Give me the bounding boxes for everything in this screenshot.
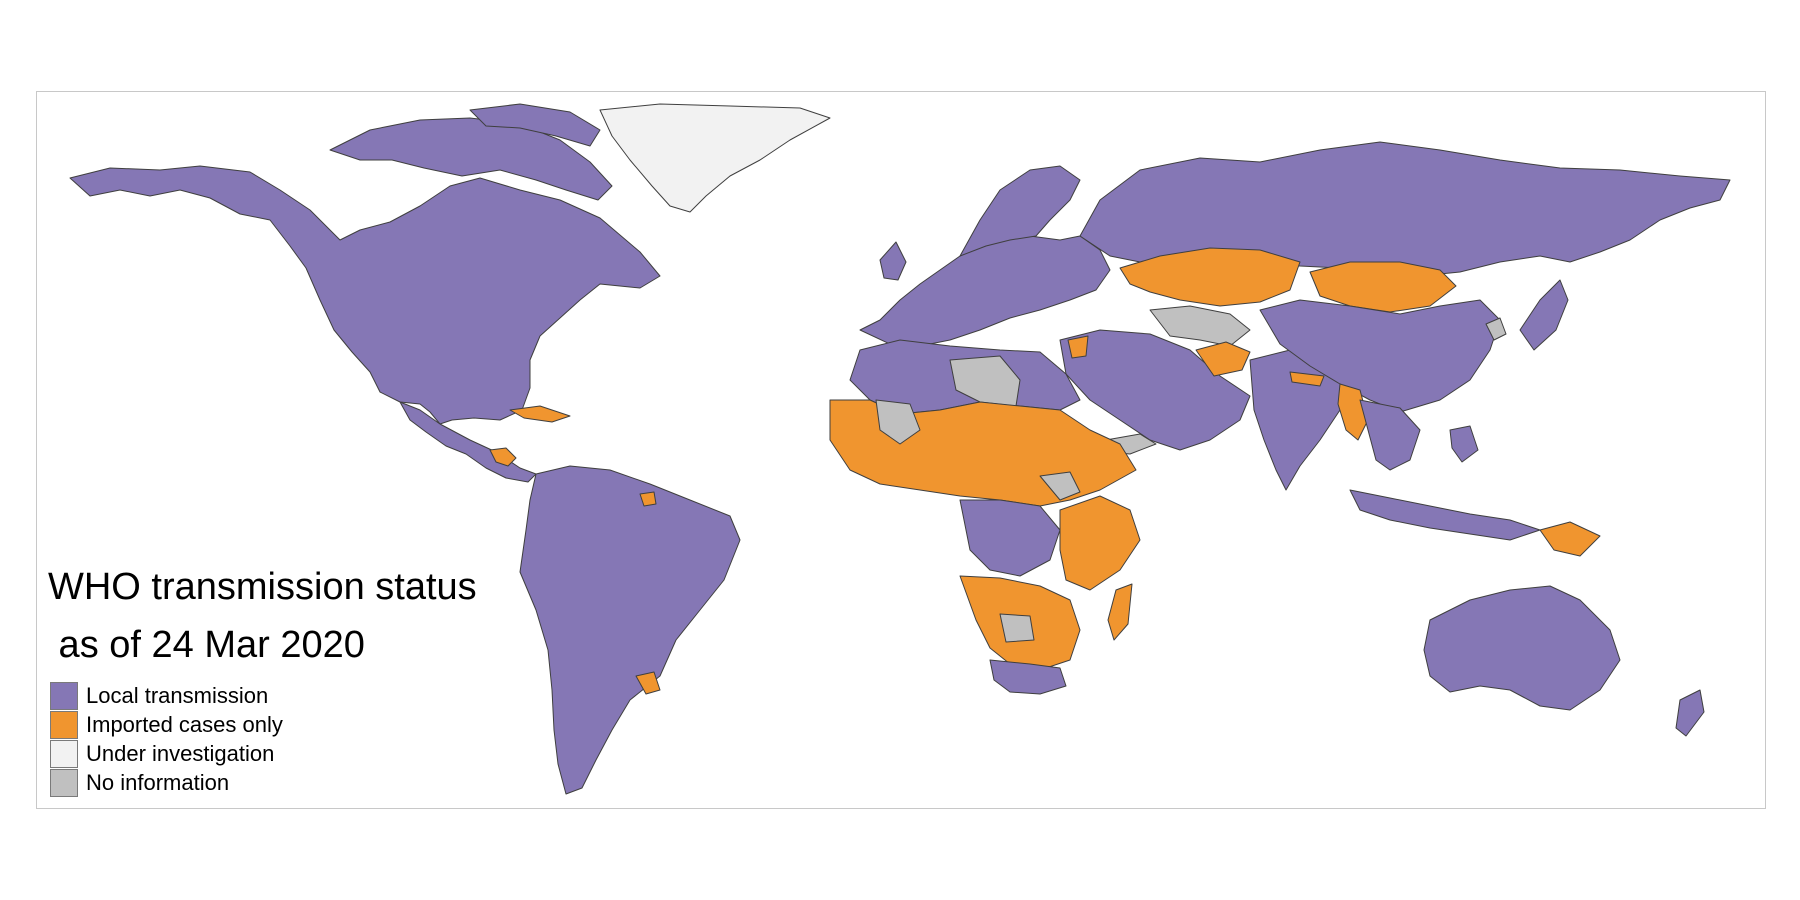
legend-item-no-info: No information (50, 768, 283, 797)
region-indonesia (1349, 489, 1541, 541)
region-mali-noinfo (875, 399, 921, 445)
region-greenland (599, 103, 831, 213)
region-baffin (469, 103, 601, 147)
legend-item-local: Local transmission (50, 681, 283, 710)
region-east-africa (1059, 495, 1141, 591)
region-central-africa (959, 499, 1061, 577)
region-uk (879, 241, 907, 281)
region-afghanistan (1195, 341, 1251, 377)
region-kazakhstan (1119, 247, 1301, 307)
map-title-line2: as of 24 Mar 2020 (48, 624, 365, 666)
region-madagascar (1107, 583, 1133, 641)
legend-label: No information (86, 769, 230, 795)
region-uruguay (635, 671, 661, 695)
region-central-america-imported (489, 447, 517, 467)
region-papua (1539, 521, 1601, 557)
region-south-sudan-noinfo (1039, 471, 1081, 501)
region-sahel (829, 399, 1137, 507)
legend: Local transmission Imported cases only U… (50, 681, 283, 797)
region-south-africa (989, 659, 1067, 695)
region-europe (859, 235, 1111, 347)
legend-label: Local transmission (86, 682, 269, 708)
region-south-america (519, 465, 741, 795)
region-japan (1519, 279, 1569, 351)
region-korea-noinfo (1485, 317, 1507, 341)
legend-label: Imported cases only (86, 711, 283, 737)
region-north-america (69, 165, 661, 425)
region-botswana-noinfo (999, 613, 1035, 643)
legend-swatch-investigation (50, 739, 78, 768)
region-scandinavia (959, 165, 1081, 257)
legend-swatch-local (50, 681, 78, 710)
region-guiana (639, 491, 657, 507)
legend-item-investigation: Under investigation (50, 739, 283, 768)
region-central-asia-noinfo (1149, 305, 1251, 347)
region-nepal (1289, 371, 1325, 387)
legend-swatch-imported (50, 710, 78, 739)
region-australia (1423, 585, 1621, 711)
legend-item-imported: Imported cases only (50, 710, 283, 739)
region-mongolia (1309, 261, 1457, 313)
region-syria (1067, 335, 1089, 359)
region-myanmar (1337, 383, 1369, 441)
region-cuba (509, 405, 571, 423)
legend-label: Under investigation (86, 740, 275, 766)
region-new-zealand (1675, 689, 1705, 737)
region-middle-east (1059, 329, 1251, 451)
region-china (1259, 299, 1501, 413)
region-arctic-archipelago (329, 117, 613, 201)
region-philippines (1449, 425, 1479, 463)
region-indochina (1359, 399, 1421, 471)
map-title-line1: WHO transmission status (48, 566, 477, 608)
legend-swatch-no-info (50, 768, 78, 797)
